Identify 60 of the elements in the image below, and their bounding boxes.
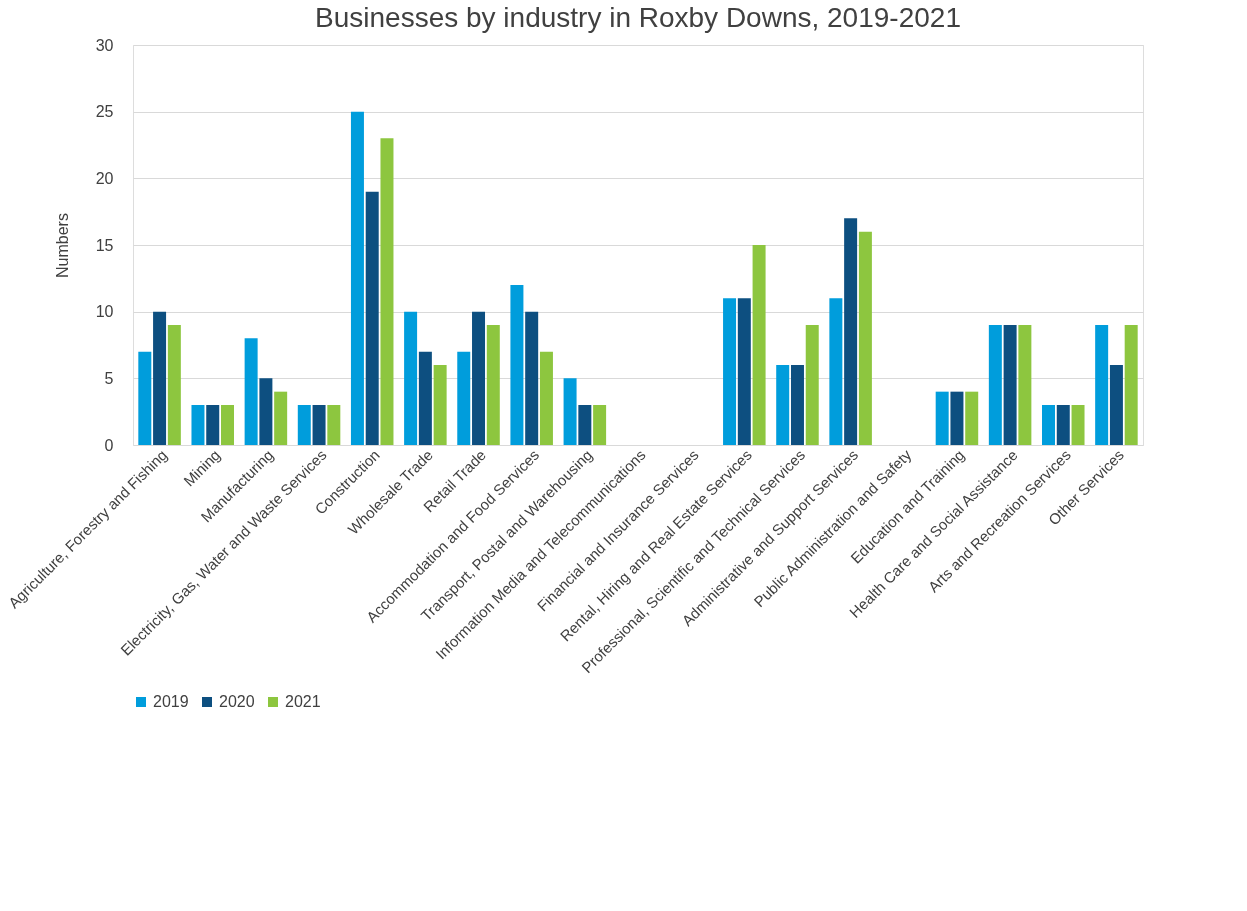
y-tick-label: 15 [95,236,114,254]
bar [380,138,394,445]
bar [737,298,751,445]
y-axis-title: Numbers [53,213,71,278]
bar [312,405,326,445]
bar [138,351,152,445]
bar [563,378,577,445]
bar [327,405,341,445]
bar [1095,325,1109,445]
bar [433,365,447,445]
chart-title: Businesses by industry in Roxby Downs, 2019-2021 [315,2,961,33]
y-tick-label: 10 [95,303,114,321]
bar [935,391,949,445]
y-tick-label: 20 [95,169,114,187]
bar [1056,405,1070,445]
bar [805,325,819,445]
y-tick-label: 0 [104,436,114,454]
bar [259,378,273,445]
bar [472,311,486,445]
bar [1124,325,1138,445]
bar [1071,405,1085,445]
bar [858,231,872,445]
bar [297,405,311,445]
bar [418,351,432,445]
bar [723,298,737,445]
bar [206,405,220,445]
bar [486,325,500,445]
bar [1109,365,1123,445]
bar [274,391,288,445]
y-tick-label: 5 [104,369,114,387]
bar [790,365,804,445]
bar [365,191,379,445]
bar [221,405,234,445]
bar [844,218,858,445]
bar [539,351,553,445]
bar [965,391,979,445]
legend-label: 2021 [285,693,321,710]
bar [525,311,539,445]
y-tick-label: 30 [95,36,114,54]
legend-label: 2020 [219,693,255,710]
bar [404,311,418,445]
bar [950,391,964,445]
bar [350,111,364,445]
bar [244,338,258,445]
bar [1042,405,1055,445]
bar [167,325,181,445]
y-tick-label: 25 [95,103,114,121]
bar [191,405,205,445]
bar [752,245,766,445]
bar [988,325,1002,445]
bar [593,405,607,445]
bar [153,311,167,445]
bar [578,405,592,445]
bar [1003,325,1017,445]
bar [457,351,471,445]
bar [776,365,790,445]
bar [510,285,524,445]
bar [1018,325,1032,445]
bar [829,298,843,445]
legend-label: 2019 [153,693,189,710]
